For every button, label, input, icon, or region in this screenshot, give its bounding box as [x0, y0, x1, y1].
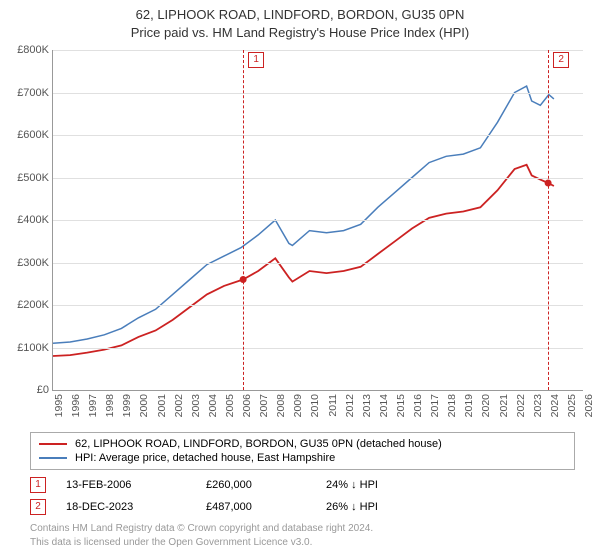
x-axis-label: 2003 — [190, 394, 202, 417]
footer-line2: This data is licensed under the Open Gov… — [30, 536, 373, 550]
event-number-box: 2 — [30, 499, 46, 515]
footer-text: Contains HM Land Registry data © Crown c… — [30, 522, 373, 549]
gridline-h — [53, 178, 583, 179]
legend-swatch — [39, 457, 67, 459]
legend-swatch — [39, 443, 67, 445]
legend-label: HPI: Average price, detached house, East… — [75, 452, 335, 464]
x-axis-label: 2008 — [275, 394, 287, 417]
event-marker-line: 2 — [548, 50, 549, 390]
gridline-h — [53, 93, 583, 94]
x-axis-label: 2016 — [412, 394, 424, 417]
event-date: 13-FEB-2006 — [66, 479, 206, 491]
event-diff: 24% ↓ HPI — [326, 479, 446, 491]
x-axis-label: 2006 — [241, 394, 253, 417]
x-axis-label: 2023 — [532, 394, 544, 417]
x-axis-label: 2025 — [566, 394, 578, 417]
x-axis-label: 2020 — [480, 394, 492, 417]
x-axis-label: 2014 — [378, 394, 390, 417]
x-axis-label: 2000 — [138, 394, 150, 417]
gridline-h — [53, 135, 583, 136]
x-axis-label: 2001 — [156, 394, 168, 417]
event-diff: 26% ↓ HPI — [326, 501, 446, 513]
x-axis-label: 2007 — [258, 394, 270, 417]
x-axis-label: 2009 — [292, 394, 304, 417]
y-axis-label: £100K — [1, 342, 53, 354]
x-axis-label: 1998 — [104, 394, 116, 417]
x-axis-label: 2026 — [583, 394, 595, 417]
event-marker-number: 2 — [553, 52, 569, 68]
chart-title-line1: 62, LIPHOOK ROAD, LINDFORD, BORDON, GU35… — [0, 6, 600, 24]
x-axis-label: 2022 — [515, 394, 527, 417]
x-axis-label: 2011 — [327, 394, 339, 417]
series-line-price_paid — [53, 165, 554, 356]
gridline-h — [53, 50, 583, 51]
x-axis-label: 2019 — [463, 394, 475, 417]
x-axis-label: 2024 — [549, 394, 561, 417]
x-axis-label: 2021 — [498, 394, 510, 417]
x-axis-label: 2017 — [429, 394, 441, 417]
x-axis-label: 2004 — [207, 394, 219, 417]
chart-title-block: 62, LIPHOOK ROAD, LINDFORD, BORDON, GU35… — [0, 0, 600, 42]
y-axis-label: £300K — [1, 257, 53, 269]
y-axis-label: £700K — [1, 87, 53, 99]
y-axis-label: £500K — [1, 172, 53, 184]
x-axis-label: 2005 — [224, 394, 236, 417]
legend-row: HPI: Average price, detached house, East… — [39, 451, 566, 465]
chart-title-line2: Price paid vs. HM Land Registry's House … — [0, 24, 600, 42]
gridline-h — [53, 305, 583, 306]
y-axis-label: £200K — [1, 299, 53, 311]
event-marker-line: 1 — [243, 50, 244, 390]
x-axis-label: 1995 — [53, 394, 65, 417]
x-axis-label: 1996 — [70, 394, 82, 417]
footer-line1: Contains HM Land Registry data © Crown c… — [30, 522, 373, 536]
x-axis-label: 2002 — [173, 394, 185, 417]
event-row: 1 13-FEB-2006£260,00024% ↓ HPI — [30, 474, 575, 496]
gridline-h — [53, 263, 583, 264]
gridline-h — [53, 348, 583, 349]
event-marker-number: 1 — [248, 52, 264, 68]
legend-box: 62, LIPHOOK ROAD, LINDFORD, BORDON, GU35… — [30, 432, 575, 470]
event-date: 18-DEC-2023 — [66, 501, 206, 513]
plot-region: £0£100K£200K£300K£400K£500K£600K£700K£80… — [52, 50, 583, 391]
y-axis-label: £400K — [1, 214, 53, 226]
x-axis-label: 1999 — [121, 394, 133, 417]
event-row: 2 18-DEC-2023£487,00026% ↓ HPI — [30, 496, 575, 518]
legend-row: 62, LIPHOOK ROAD, LINDFORD, BORDON, GU35… — [39, 437, 566, 451]
gridline-h — [53, 220, 583, 221]
event-price: £487,000 — [206, 501, 326, 513]
event-table: 1 13-FEB-2006£260,00024% ↓ HPI 2 18-DEC-202… — [30, 474, 575, 518]
x-axis-label: 2018 — [446, 394, 458, 417]
x-axis-label: 2010 — [309, 394, 321, 417]
y-axis-label: £800K — [1, 44, 53, 56]
x-axis-label: 2012 — [344, 394, 356, 417]
event-price: £260,000 — [206, 479, 326, 491]
y-axis-label: £600K — [1, 129, 53, 141]
x-axis-label: 2013 — [361, 394, 373, 417]
event-number-box: 1 — [30, 477, 46, 493]
y-axis-label: £0 — [1, 384, 53, 396]
chart-area: £0£100K£200K£300K£400K£500K£600K£700K£80… — [52, 50, 582, 390]
x-axis-label: 1997 — [87, 394, 99, 417]
legend-label: 62, LIPHOOK ROAD, LINDFORD, BORDON, GU35… — [75, 438, 442, 450]
x-axis-label: 2015 — [395, 394, 407, 417]
